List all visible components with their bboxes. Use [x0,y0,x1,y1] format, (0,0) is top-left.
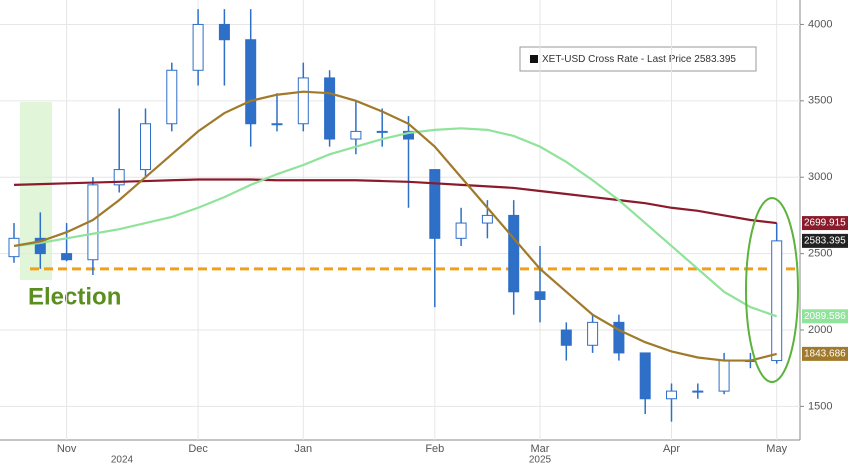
year-label: 2024 [111,455,134,464]
x-tick-label: Mar [531,443,550,455]
candle-body [8,237,20,258]
candle-body [113,169,125,186]
candle-body [587,321,599,346]
candle-body [245,39,257,125]
candle-body [403,130,414,140]
x-tick-label: Nov [57,443,77,455]
marks [8,9,800,422]
candle-body [666,390,677,400]
candle-body [560,329,572,346]
candle-body [534,291,546,300]
moving-average [13,127,778,318]
value-badge [802,216,848,231]
y-tick-label: 2000 [808,324,832,336]
x-tick-label: Dec [188,443,208,455]
y-tick-label: 3000 [808,171,832,183]
legend [519,46,757,72]
x-tick-label: May [766,443,787,455]
candle-body [34,237,46,255]
candle-body [771,240,783,362]
candle-body [429,169,441,239]
legend-name: XET-USD Cross Rate - Last Price [542,54,692,65]
candle-body [718,360,730,392]
x-tick-label: Apr [663,443,680,455]
candle-body [639,352,651,400]
y-tick-label: 4000 [808,18,832,30]
labels: 1500 2000 2500 3000 3500 4000 Nov Dec Jan Feb Mar A… [57,18,848,464]
value-badge [802,233,848,248]
value-label: 2583.395 [804,236,846,247]
candle-body [192,23,204,71]
candle-body [166,69,178,125]
candle-body [218,23,230,41]
value-badge [802,309,848,324]
candle-body [376,130,388,133]
value-badge [802,346,848,361]
moving-average [13,90,777,362]
y-tick-label: 3500 [808,95,832,107]
legend-text: XET-USD Cross Rate - Last Price 2583.395 [542,54,736,65]
y-tick-label: 1500 [808,400,832,412]
candle-body [350,130,362,140]
candle-body [613,321,625,354]
x-tick-label: Jan [294,443,312,455]
x-tick-label: Feb [425,443,444,455]
legend-swatch [530,55,538,63]
legend-price: 2583.395 [694,54,736,65]
year-label: 2025 [529,455,552,464]
highlight-ellipse [745,197,799,383]
value-label: 2699.915 [804,218,846,229]
candle-body [61,253,73,261]
grid [0,0,804,440]
candle-body [481,214,493,224]
candle-body [271,123,283,126]
candle-body [692,390,704,393]
y-tick-label: 2500 [808,248,832,260]
candle-body [508,214,520,293]
value-label: 2089.586 [804,311,846,322]
candle-body [455,222,467,239]
annotation: Election [28,283,121,310]
candle-body [297,77,309,125]
candle-body [140,123,151,171]
candle-body [324,77,336,140]
value-label: 1843.686 [804,349,846,360]
